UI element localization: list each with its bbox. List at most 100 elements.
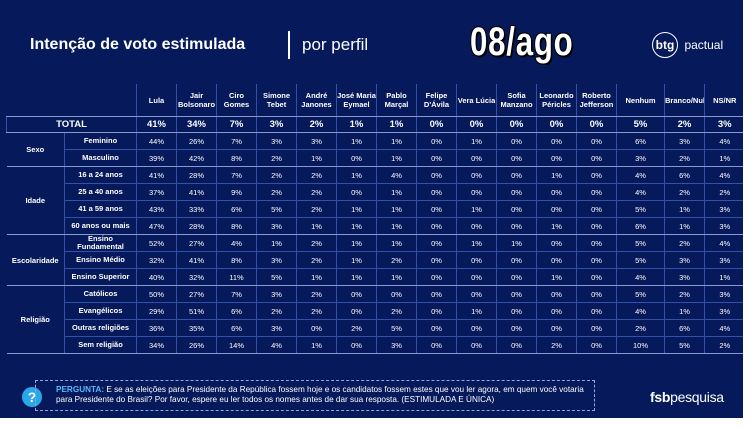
table-body: TOTAL 41% 34% 7% 3% 2% 1% 1% 0% 0% 0% 0% 0% 5% 2% 3% S… xyxy=(6,116,743,354)
fsb-pesquisa-logo: fsbpesquisa xyxy=(650,389,724,405)
total-value: 3% xyxy=(256,116,297,133)
row-label: 25 a 40 anos xyxy=(64,183,137,201)
cell-value: 3% xyxy=(664,251,705,269)
total-value: 34% xyxy=(176,116,217,133)
cell-value: 0% xyxy=(336,183,377,201)
cell-value: 28% xyxy=(176,166,217,184)
table-row: 60 anos ou mais 47% 28% 8% 3% 1% 1% 1% 0% 0% 0% 1% 0… xyxy=(7,217,743,235)
table-row: Sexo Feminino 44% 26% 7% 3% 3% 1% 1% 0% 1% 0% 0% 0% 6%… xyxy=(6,132,743,167)
cell-value: 41% xyxy=(176,251,217,269)
cell-value: 3% xyxy=(376,336,417,354)
cell-value: 0% xyxy=(456,166,497,184)
cell-value: 42% xyxy=(176,149,217,167)
cell-value: 1% xyxy=(456,200,497,218)
cell-value: 0% xyxy=(576,132,617,150)
table-row: Escolaridade Ensino Fundamental 52% 27% 4% 1%… xyxy=(6,234,743,286)
cell-value: 4% xyxy=(616,302,665,320)
cell-value: 8% xyxy=(216,251,257,269)
cell-value: 1% xyxy=(536,268,577,286)
cell-value: 1% xyxy=(536,166,577,184)
total-value: 41% xyxy=(136,116,177,133)
cell-value: 0% xyxy=(536,251,577,269)
group-label: Idade xyxy=(6,166,65,235)
cell-value: 11% xyxy=(216,268,257,286)
table-header-row: Lula Jair Bolsonaro Ciro Gomes Simone Tebet… xyxy=(6,84,743,117)
cell-value: 6% xyxy=(616,217,665,235)
cell-value: 14% xyxy=(216,336,257,354)
cell-value: 40% xyxy=(136,268,177,286)
report-panel: Intenção de voto estimulada por perfil 0… xyxy=(0,0,743,418)
cell-value: 7% xyxy=(216,166,257,184)
cell-value: 1% xyxy=(376,217,417,235)
cell-value: 0% xyxy=(576,268,617,286)
cell-value: 0% xyxy=(416,285,457,303)
row-label: 16 a 24 anos xyxy=(64,166,137,184)
cell-value: 0% xyxy=(536,149,577,167)
cell-value: 0% xyxy=(496,302,537,320)
row-label: Evangélicos xyxy=(64,302,137,320)
table-row: 41 a 59 anos 43% 33% 6% 5% 2% 1% 1% 0% 1% 0% 0% 0% 5%… xyxy=(7,200,743,218)
header-blank xyxy=(64,84,137,117)
column-header: Nenhum xyxy=(616,84,665,117)
cell-value: 3% xyxy=(616,149,665,167)
question-text: E se as eleições para Presidente da Repú… xyxy=(56,385,584,404)
cell-value: 4% xyxy=(704,166,743,184)
cell-value: 0% xyxy=(456,149,497,167)
cell-value: 36% xyxy=(136,319,177,337)
cell-value: 2% xyxy=(296,285,337,303)
column-header: José Maria Eymael xyxy=(336,84,377,117)
cell-value: 0% xyxy=(576,183,617,201)
cell-value: 4% xyxy=(376,166,417,184)
cell-value: 26% xyxy=(176,132,217,150)
header-blank xyxy=(6,84,65,117)
btg-logo-mark: btg xyxy=(652,32,678,58)
cell-value: 0% xyxy=(336,149,377,167)
cell-value: 2% xyxy=(256,302,297,320)
cell-value: 41% xyxy=(136,166,177,184)
total-value: 2% xyxy=(296,116,337,133)
cell-value: 2% xyxy=(256,166,297,184)
cell-value: 1% xyxy=(376,234,417,252)
cell-value: 2% xyxy=(296,234,337,252)
cell-value: 0% xyxy=(456,319,497,337)
cell-value: 0% xyxy=(496,319,537,337)
cell-value: 3% xyxy=(704,285,743,303)
cell-value: 1% xyxy=(376,132,417,150)
cell-value: 2% xyxy=(376,302,417,320)
cell-value: 0% xyxy=(496,285,537,303)
column-header: Roberto Jefferson xyxy=(576,84,617,117)
cell-value: 6% xyxy=(664,166,705,184)
row-label: Ensino Médio xyxy=(64,251,137,269)
cell-value: 0% xyxy=(576,319,617,337)
cell-value: 6% xyxy=(664,319,705,337)
table-row: Idade 16 a 24 anos 41% 28% 7% 2% 2% 1% 4% 0% 0% 0% 1… xyxy=(6,166,743,235)
column-header: Branco/Nulo xyxy=(664,84,705,117)
cell-value: 3% xyxy=(256,285,297,303)
cell-value: 0% xyxy=(416,217,457,235)
cell-value: 3% xyxy=(704,217,743,235)
fsb-logo-bold: fsb xyxy=(650,389,671,405)
cell-value: 3% xyxy=(704,200,743,218)
cell-value: 1% xyxy=(296,336,337,354)
cell-value: 2% xyxy=(336,319,377,337)
cell-value: 2% xyxy=(256,149,297,167)
cell-value: 0% xyxy=(576,234,617,252)
cell-value: 52% xyxy=(136,234,177,252)
cell-value: 2% xyxy=(704,336,743,354)
cell-value: 2% xyxy=(296,183,337,201)
cell-value: 0% xyxy=(416,251,457,269)
column-header: Vera Lúcia xyxy=(456,84,497,117)
cell-value: 27% xyxy=(176,285,217,303)
cell-value: 0% xyxy=(536,302,577,320)
column-header: NS/NR xyxy=(704,84,743,117)
cell-value: 6% xyxy=(216,200,257,218)
cell-value: 0% xyxy=(456,285,497,303)
total-value: 1% xyxy=(336,116,377,133)
bottom-margin xyxy=(0,418,755,428)
cell-value: 1% xyxy=(336,132,377,150)
cell-value: 7% xyxy=(216,132,257,150)
total-value: 0% xyxy=(536,116,577,133)
cell-value: 0% xyxy=(416,183,457,201)
column-header: Simone Tebet xyxy=(256,84,297,117)
group-label: Religião xyxy=(6,285,65,354)
